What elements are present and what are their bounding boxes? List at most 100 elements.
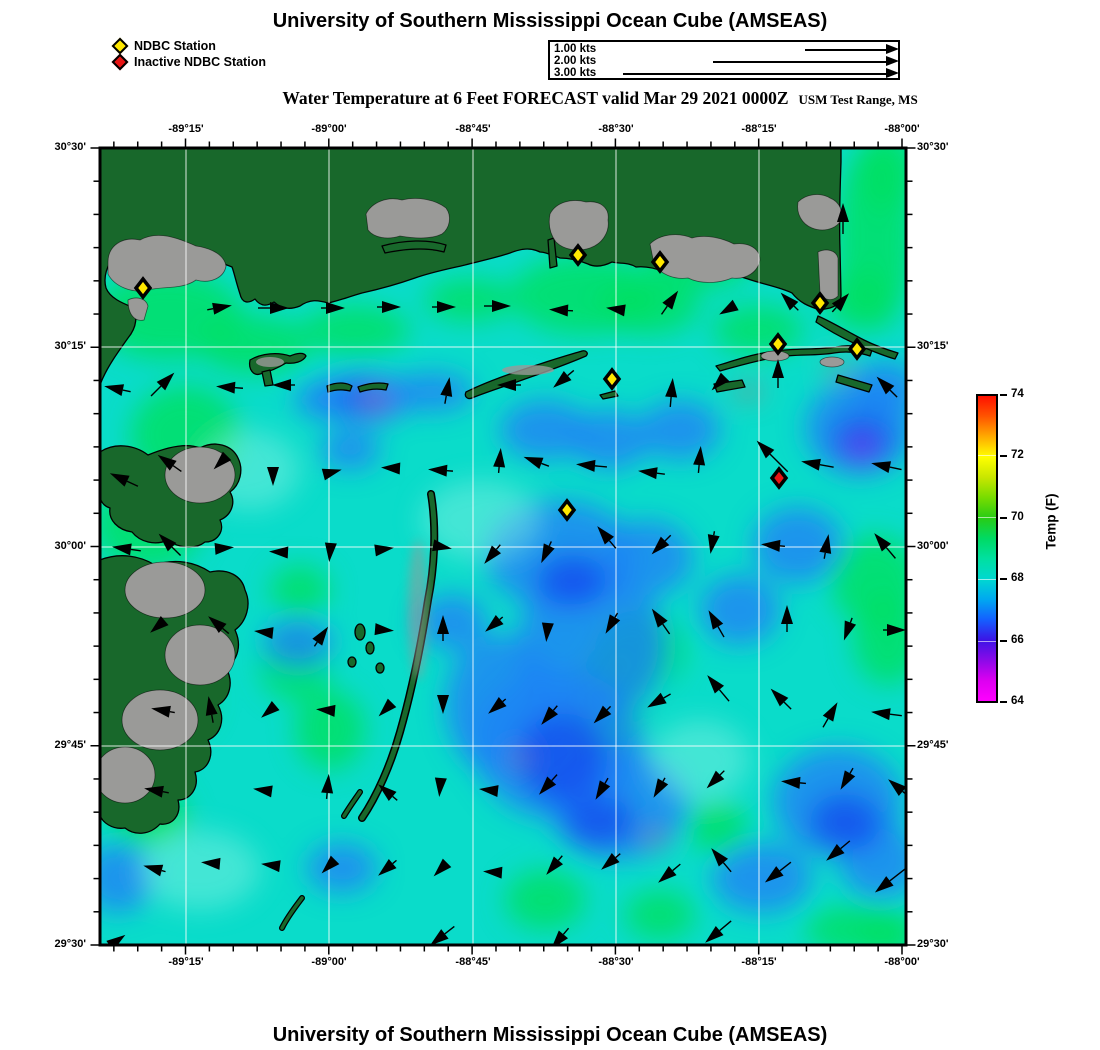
current-vector (693, 446, 706, 473)
cat-gray (256, 357, 284, 367)
colorbar-tick-label: 66 (1011, 634, 1024, 647)
current-vector (707, 531, 720, 554)
current-vector (601, 852, 621, 870)
current-vector (437, 615, 449, 641)
lon-tick-label: -88°45' (455, 123, 491, 135)
pascagoula-spit (547, 237, 558, 269)
temperature-blob (140, 830, 260, 910)
current-vector (706, 770, 725, 789)
current-vector (772, 359, 784, 388)
marsh-gray (164, 624, 236, 686)
current-vector (549, 304, 574, 317)
temperature-blob (420, 480, 540, 560)
colorbar-tick (1000, 701, 1007, 703)
current-vector (593, 705, 612, 724)
current-vector (606, 304, 626, 317)
current-vector (158, 533, 182, 557)
current-vector (764, 861, 792, 883)
current-vector (253, 785, 273, 798)
colorbar-gridline (978, 578, 996, 580)
colorbar-gridline (978, 455, 996, 457)
mobile-shore-gray (817, 249, 839, 300)
temperature-blob (307, 843, 377, 893)
chandeleur-gray (408, 540, 428, 680)
lon-tick-label: -88°30' (598, 123, 634, 135)
colorbar-tick (1000, 578, 1007, 581)
current-vector (216, 381, 244, 394)
temperature-blob (625, 890, 695, 940)
plot-subtitle: Water Temperature at 6 Feet FORECAST val… (100, 88, 1100, 109)
kts-arrowhead-icon (886, 68, 899, 78)
current-vector (497, 379, 521, 391)
current-vector (143, 864, 166, 877)
temperature-blob (510, 751, 530, 765)
current-vector (651, 534, 672, 555)
lon-tick-label: -88°15' (741, 123, 777, 135)
current-vector (883, 624, 906, 636)
lon-tick-label: -88°15' (741, 956, 777, 968)
ndbc-station-marker (568, 243, 588, 267)
current-vector (871, 461, 902, 473)
lat-tick-label: 30°00' (54, 540, 87, 552)
map-gridlines (100, 148, 906, 945)
current-vector (429, 925, 455, 945)
current-vector (876, 376, 898, 398)
current-vector (374, 544, 394, 557)
footer-title: University of Southern Mississippi Ocean… (272, 1024, 828, 1046)
temperature-blob (537, 555, 607, 605)
current-vector (213, 451, 232, 470)
lat-tick-label: 29°45' (54, 739, 87, 751)
current-vector (658, 863, 681, 883)
lat-tick-label: 30°30' (54, 141, 87, 153)
temperature-blob (570, 410, 650, 470)
current-vector (316, 704, 336, 717)
current-vector (651, 608, 671, 635)
current-vector (837, 203, 849, 234)
current-vector (208, 616, 230, 635)
page-title: University of Southern Mississippi Ocean… (272, 10, 828, 32)
colorbar-tick (1000, 516, 1007, 519)
current-vector (541, 622, 554, 642)
current-vector (871, 708, 902, 721)
current-vector (665, 378, 678, 407)
current-vector (321, 855, 340, 874)
current-vector (267, 467, 279, 486)
current-vector (707, 675, 730, 702)
station-legend: NDBC Station Inactive NDBC Station (111, 37, 266, 71)
current-vector (261, 700, 280, 718)
current-vector (150, 615, 169, 633)
lon-tick-label: -88°30' (598, 956, 634, 968)
temperature-blob (688, 803, 748, 853)
temperature-blob (294, 382, 350, 418)
current-vector (214, 542, 234, 555)
lon-tick-label: -88°00' (884, 123, 920, 135)
current-vector (432, 539, 452, 552)
ndbc-station-marker (650, 250, 670, 274)
current-vector (378, 858, 397, 876)
colorbar-tick-label: 72 (1011, 448, 1024, 461)
biloxi-bay-gray (365, 198, 450, 239)
current-vector (434, 777, 447, 797)
current-vector (756, 440, 789, 473)
current-speed-scale: 1.00 kts 2.00 kts 3.00 kts (548, 40, 900, 80)
temperature-blob (860, 910, 906, 945)
marsh-gray (121, 689, 199, 751)
current-vector (653, 777, 669, 798)
current-vector (708, 610, 725, 638)
ndbc-station-marker (847, 337, 867, 361)
current-vectors (104, 203, 906, 945)
current-vector (493, 448, 506, 474)
ndbc-station-marker (768, 332, 788, 356)
current-vector (819, 534, 832, 559)
current-vector (157, 454, 182, 473)
ship-island-west (326, 382, 353, 393)
current-vector (207, 302, 232, 315)
lon-tick-label: -89°00' (311, 123, 347, 135)
lon-tick-label: -88°00' (884, 956, 920, 968)
shallow-gray-areas (100, 194, 845, 804)
lon-tick-label: -89°15' (168, 956, 204, 968)
current-vector (523, 456, 550, 470)
current-vector (381, 462, 401, 475)
current-vector (484, 544, 502, 564)
